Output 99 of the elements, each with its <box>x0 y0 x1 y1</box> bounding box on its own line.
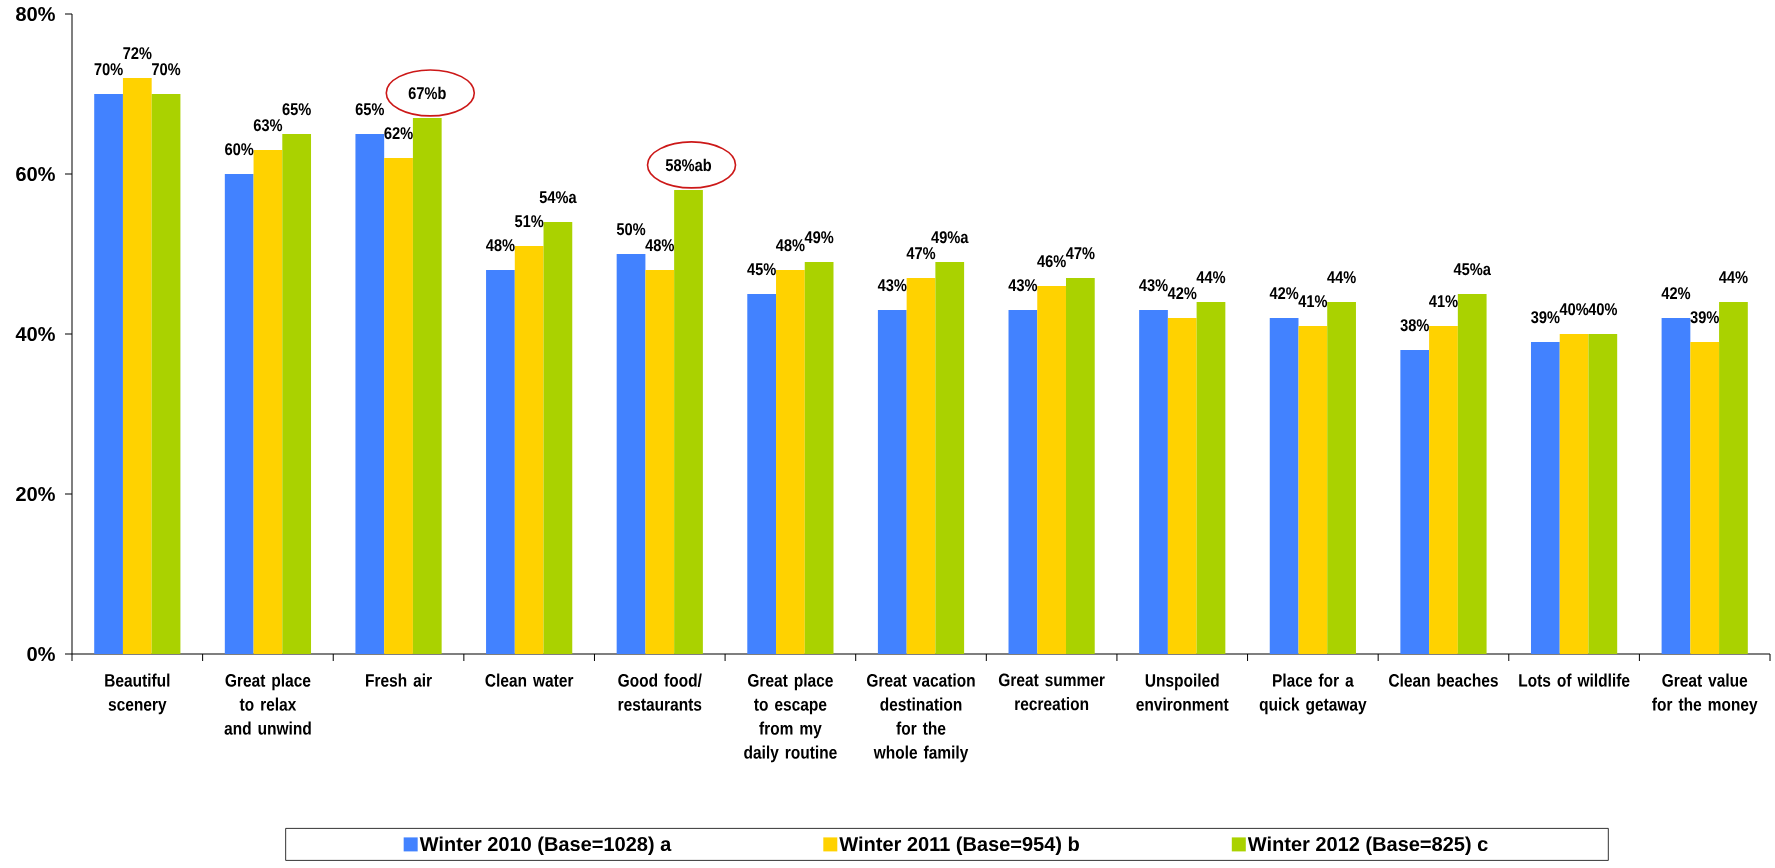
data-label: 42% <box>1269 287 1299 300</box>
bar <box>877 310 907 654</box>
data-label: 41% <box>1298 295 1328 308</box>
bar <box>253 150 283 654</box>
bar <box>1429 326 1458 654</box>
data-label: 47% <box>1065 247 1095 260</box>
x-tick-label: Great summer recreation <box>998 673 1105 711</box>
data-label: 50% <box>616 223 646 236</box>
data-label: 45%a <box>1453 263 1491 276</box>
data-label: 70% <box>152 63 181 76</box>
data-label: 65% <box>282 103 311 116</box>
data-label: 49% <box>804 231 834 244</box>
y-tick-label: 80% <box>16 6 55 22</box>
data-label: 39% <box>1531 311 1560 324</box>
data-label: 42% <box>1167 287 1197 300</box>
bar <box>1196 302 1226 654</box>
data-label: 44% <box>1327 271 1356 284</box>
data-label: 65% <box>355 103 385 116</box>
bar <box>776 270 805 654</box>
data-label: 70% <box>94 63 123 76</box>
bar <box>1530 342 1560 654</box>
bar <box>1588 334 1618 654</box>
data-label: 46% <box>1037 255 1066 268</box>
bar <box>674 190 703 654</box>
bar <box>122 78 152 654</box>
bar <box>486 270 515 654</box>
y-tick-label: 0% <box>27 646 55 662</box>
x-tick-label: Good food/ restaurants <box>618 673 702 711</box>
legend-label: Winter 2011 (Base=954) b <box>839 836 1079 856</box>
x-tick-label: Fresh air <box>366 673 432 687</box>
bar <box>1139 310 1168 654</box>
data-label: 41% <box>1429 295 1458 308</box>
x-tick-label: Great value for the money <box>1652 673 1758 715</box>
y-tick-label: 20% <box>16 486 55 502</box>
data-label: 40% <box>1559 303 1589 316</box>
data-label: 60% <box>225 143 254 156</box>
bar <box>1298 326 1328 654</box>
x-tick-label: Great vacation destination for the whole family <box>867 673 975 763</box>
bar <box>151 94 181 654</box>
bar <box>224 174 254 654</box>
x-tick-label: Clean beaches <box>1389 673 1498 687</box>
bar <box>1559 334 1589 654</box>
x-tick-label: Great place to escape from my daily routine <box>744 673 837 763</box>
bar <box>282 134 312 654</box>
legend-label: Winter 2010 (Base=1028) a <box>419 836 672 856</box>
x-tick-label: Place for a quick getaway <box>1259 673 1367 715</box>
data-label: 51% <box>514 215 544 228</box>
bar <box>543 222 573 654</box>
y-tick-label: 40% <box>15 326 55 342</box>
bar <box>412 118 442 654</box>
bar <box>1167 318 1197 654</box>
data-label: 48% <box>486 239 515 252</box>
data-label: 43% <box>1139 279 1168 292</box>
data-label: 72% <box>123 47 152 60</box>
bar <box>1719 302 1748 654</box>
bar <box>804 262 834 654</box>
bar <box>1400 350 1430 654</box>
data-label: 63% <box>253 119 283 132</box>
bar <box>616 254 646 654</box>
bar <box>94 94 123 654</box>
data-label: 48% <box>775 239 805 252</box>
bar <box>935 262 965 654</box>
data-label: 67%b <box>408 86 446 100</box>
bar <box>384 158 413 654</box>
data-label: 47% <box>906 247 936 260</box>
bar <box>1457 294 1487 654</box>
x-tick-label: Unspoiled environment <box>1136 673 1229 711</box>
data-label: 58%ab <box>665 158 712 172</box>
legend-label: Winter 2012 (Base=825) c <box>1247 836 1488 856</box>
data-label: 43% <box>1008 279 1038 292</box>
bar <box>514 246 544 654</box>
bar <box>1327 302 1356 654</box>
bar <box>355 134 385 654</box>
data-label: 40% <box>1588 303 1618 316</box>
x-tick-label: Great place to relax and unwind <box>224 673 311 735</box>
data-label: 39% <box>1690 311 1719 324</box>
data-label: 48% <box>645 239 675 252</box>
data-label: 43% <box>877 279 907 292</box>
x-tick-label: Beautiful scenery <box>105 673 170 715</box>
y-tick-label: 60% <box>16 166 55 182</box>
data-label: 42% <box>1661 287 1691 300</box>
bar <box>1008 310 1038 654</box>
bar <box>906 278 936 654</box>
data-label: 62% <box>384 127 413 140</box>
data-label: 45% <box>747 263 776 276</box>
bar <box>747 294 777 654</box>
bar <box>1690 342 1720 654</box>
bar <box>1065 278 1095 654</box>
data-label: 44% <box>1196 271 1226 284</box>
data-label: 38% <box>1400 319 1429 332</box>
data-label: 49%a <box>931 231 969 244</box>
bar <box>1661 318 1691 654</box>
bar <box>1269 318 1299 654</box>
x-tick-label: Clean water <box>485 673 574 687</box>
data-label: 44% <box>1719 271 1748 284</box>
data-label: 54%a <box>539 191 577 204</box>
x-tick-label: Lots of wildlife <box>1519 673 1630 687</box>
bar <box>1037 286 1066 654</box>
bar <box>645 270 675 654</box>
